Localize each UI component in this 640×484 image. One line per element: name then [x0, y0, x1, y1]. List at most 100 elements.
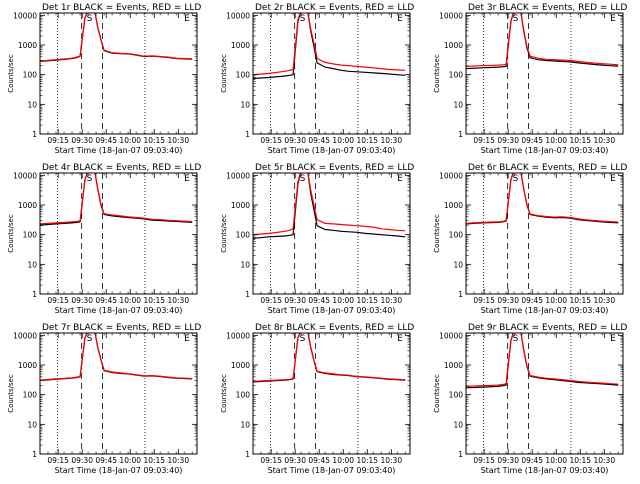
y-tick-label: 10000	[226, 171, 250, 180]
y-axis-label: Counts/sec	[433, 214, 441, 253]
y-tick-label: 100	[23, 391, 38, 400]
series-line-lld	[466, 333, 619, 387]
x-tick-label: 09:30	[284, 456, 306, 465]
x-tick-label: 10:15	[569, 456, 591, 465]
y-tick-label: 10000	[13, 171, 37, 180]
y-tick-label: 10000	[226, 11, 250, 20]
x-tick-label: 09:30	[71, 296, 93, 305]
y-tick-label: 1000	[231, 201, 250, 210]
y-tick-label: 10000	[13, 331, 37, 340]
end-marker: E	[610, 334, 616, 344]
series-line-lld	[253, 13, 406, 76]
y-axis-label: Counts/sec	[7, 214, 15, 253]
y-tick-label: 1	[458, 290, 463, 299]
panel-title: Det 5r BLACK = Events, RED = LLD	[255, 163, 414, 173]
end-marker: E	[397, 174, 403, 184]
y-tick-label: 100	[236, 231, 251, 240]
y-tick-label: 1000	[18, 41, 37, 50]
y-tick-label: 1000	[444, 201, 463, 210]
x-tick-label: 09:15	[473, 456, 495, 465]
end-marker: E	[184, 14, 190, 24]
start-marker: S	[300, 14, 306, 24]
plot-frame	[465, 332, 624, 455]
series-line-lld	[40, 13, 193, 62]
y-tick-label: 1	[458, 450, 463, 459]
x-tick-label: 09:15	[47, 136, 69, 145]
plot-frame	[39, 172, 198, 295]
panel-title: Det 8r BLACK = Events, RED = LLD	[255, 323, 414, 333]
x-axis-label: Start Time (18-Jan-07 09:03:40)	[268, 306, 396, 315]
x-axis-label: Start Time (18-Jan-07 09:03:40)	[55, 146, 183, 155]
end-marker: E	[184, 334, 190, 344]
y-tick-label: 1000	[231, 41, 250, 50]
series-line-lld	[40, 173, 193, 225]
y-tick-label: 100	[449, 231, 464, 240]
start-marker: S	[87, 14, 93, 24]
plot-frame	[465, 12, 624, 135]
y-tick-label: 1	[458, 130, 463, 139]
y-tick-label: 10	[453, 420, 463, 429]
y-tick-label: 10000	[226, 331, 250, 340]
series-line-events	[253, 333, 406, 383]
x-tick-label: 10:00	[545, 296, 567, 305]
y-tick-label: 10000	[439, 331, 463, 340]
y-axis-label: Counts/sec	[220, 214, 228, 253]
panel-title: Det 9r BLACK = Events, RED = LLD	[468, 323, 627, 333]
x-tick-label: 10:15	[569, 296, 591, 305]
y-tick-label: 100	[449, 71, 464, 80]
y-tick-label: 10	[27, 420, 37, 429]
x-tick-label: 09:45	[308, 456, 330, 465]
series-line-lld	[253, 173, 406, 236]
x-tick-label: 09:45	[308, 296, 330, 305]
x-axis-label: Start Time (18-Jan-07 09:03:40)	[481, 466, 609, 475]
x-tick-label: 10:15	[143, 456, 165, 465]
panel-title: Det 2r BLACK = Events, RED = LLD	[255, 3, 414, 13]
x-tick-label: 09:45	[521, 456, 543, 465]
plot-frame	[252, 172, 411, 295]
x-tick-label: 10:00	[119, 296, 141, 305]
series-line-events	[253, 173, 406, 239]
x-tick-label: 09:45	[95, 296, 117, 305]
y-tick-label: 1000	[18, 361, 37, 370]
x-tick-label: 10:00	[332, 456, 354, 465]
y-tick-label: 10	[240, 100, 250, 109]
x-tick-label: 10:00	[545, 456, 567, 465]
x-tick-label: 09:30	[497, 136, 519, 145]
y-tick-label: 100	[236, 71, 251, 80]
x-tick-label: 10:30	[380, 136, 402, 145]
y-axis-label: Counts/sec	[7, 374, 15, 413]
panel-title: Det 3r BLACK = Events, RED = LLD	[468, 3, 627, 13]
panel-title: Det 1r BLACK = Events, RED = LLD	[42, 3, 201, 13]
series-line-events	[466, 333, 619, 389]
panel-title: Det 6r BLACK = Events, RED = LLD	[468, 163, 627, 173]
y-tick-label: 1	[32, 130, 37, 139]
y-axis-label: Counts/sec	[433, 374, 441, 413]
plot-frame	[252, 332, 411, 455]
series-line-lld	[466, 13, 619, 67]
x-tick-label: 09:15	[47, 456, 69, 465]
series-line-events	[466, 13, 619, 70]
x-tick-label: 09:30	[497, 456, 519, 465]
panel-title: Det 4r BLACK = Events, RED = LLD	[42, 163, 201, 173]
x-tick-label: 09:15	[473, 136, 495, 145]
y-tick-label: 10000	[439, 171, 463, 180]
x-tick-label: 10:30	[593, 136, 615, 145]
x-tick-label: 10:15	[143, 136, 165, 145]
x-tick-label: 09:30	[71, 456, 93, 465]
x-tick-label: 09:15	[260, 456, 282, 465]
y-tick-label: 10	[453, 100, 463, 109]
x-tick-label: 10:30	[380, 296, 402, 305]
x-tick-label: 09:45	[95, 136, 117, 145]
y-tick-label: 1	[32, 450, 37, 459]
x-tick-label: 10:00	[545, 136, 567, 145]
y-tick-label: 1	[245, 450, 250, 459]
y-tick-label: 100	[23, 231, 38, 240]
end-marker: E	[610, 14, 616, 24]
x-tick-label: 10:00	[119, 456, 141, 465]
series-line-events	[253, 13, 406, 79]
